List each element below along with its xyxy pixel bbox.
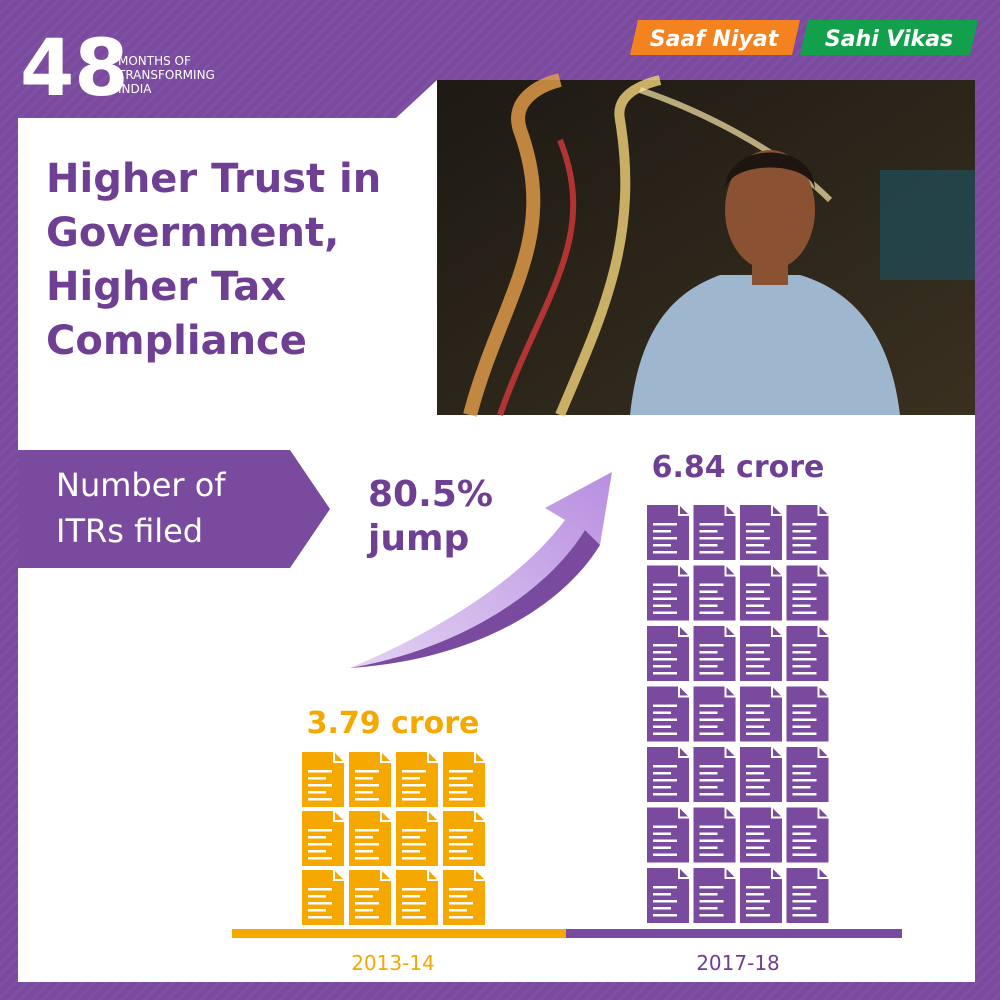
document-icon <box>302 752 344 807</box>
photo <box>437 73 975 417</box>
label: ITRs filed <box>56 512 203 550</box>
document-icon <box>786 505 829 560</box>
document-icon <box>443 811 485 866</box>
document-icon <box>396 752 438 807</box>
document-icon <box>786 686 829 742</box>
document-icon <box>740 626 782 681</box>
document-icon <box>647 505 689 560</box>
title: Government, <box>46 210 339 256</box>
document-icon <box>786 626 829 681</box>
baseline <box>232 929 566 938</box>
logo: 48 MONTHS OF TRANSFORMING INDIA <box>20 24 215 114</box>
document-icon <box>786 807 829 863</box>
document-icon <box>443 870 485 925</box>
document-icon <box>786 747 829 802</box>
document-icon <box>740 807 782 863</box>
year-label: 2017-18 <box>696 951 780 975</box>
document-icon <box>740 868 782 923</box>
year-label: 2013-14 <box>351 951 435 975</box>
document-icon <box>693 747 736 802</box>
growth-arrow <box>350 472 612 668</box>
document-icon <box>647 868 689 923</box>
growth: 80.5% <box>368 474 493 515</box>
badge <box>800 20 978 55</box>
document-icon <box>693 686 736 742</box>
baseline <box>566 929 902 938</box>
badge-text: Saaf Niyat <box>650 27 780 52</box>
growth-arrow-shade <box>350 530 600 668</box>
document-icon <box>647 807 689 863</box>
label-box <box>18 450 330 568</box>
document-icon <box>740 505 782 560</box>
document-icon <box>693 505 736 560</box>
document-icon <box>786 868 829 923</box>
title: Higher Trust in <box>46 156 381 202</box>
document-icon <box>693 807 736 863</box>
document-icon <box>396 870 438 925</box>
document-icon <box>396 811 438 866</box>
document-icon <box>740 686 782 742</box>
value-label: 6.84 crore <box>652 450 825 485</box>
logo-number: 48 <box>20 24 129 114</box>
logo-tagline: TRANSFORMING <box>117 68 215 82</box>
badge-text: Sahi Vikas <box>825 27 953 52</box>
document-icon <box>302 811 344 866</box>
document-icon <box>786 565 829 621</box>
value-label: 3.79 crore <box>307 706 480 741</box>
document-icon <box>647 626 689 681</box>
document-icon <box>349 811 391 866</box>
title: Compliance <box>46 318 307 364</box>
document-icon <box>693 565 736 621</box>
document-icon <box>647 686 689 742</box>
logo-tagline: MONTHS OF <box>118 54 191 68</box>
label: Number of <box>56 466 226 504</box>
logo-tagline: INDIA <box>118 82 152 96</box>
growth: jump <box>366 518 469 559</box>
document-icon <box>443 752 485 807</box>
document-icon <box>693 626 736 681</box>
document-icon <box>740 747 782 802</box>
document-icon <box>349 752 391 807</box>
document-icon <box>693 868 736 923</box>
document-icon <box>349 870 391 925</box>
document-icon <box>302 870 344 925</box>
document-icon <box>647 747 689 802</box>
document-icon <box>647 565 689 621</box>
title: Higher Tax <box>46 264 286 310</box>
document-icon <box>740 565 782 621</box>
badge <box>630 20 800 55</box>
